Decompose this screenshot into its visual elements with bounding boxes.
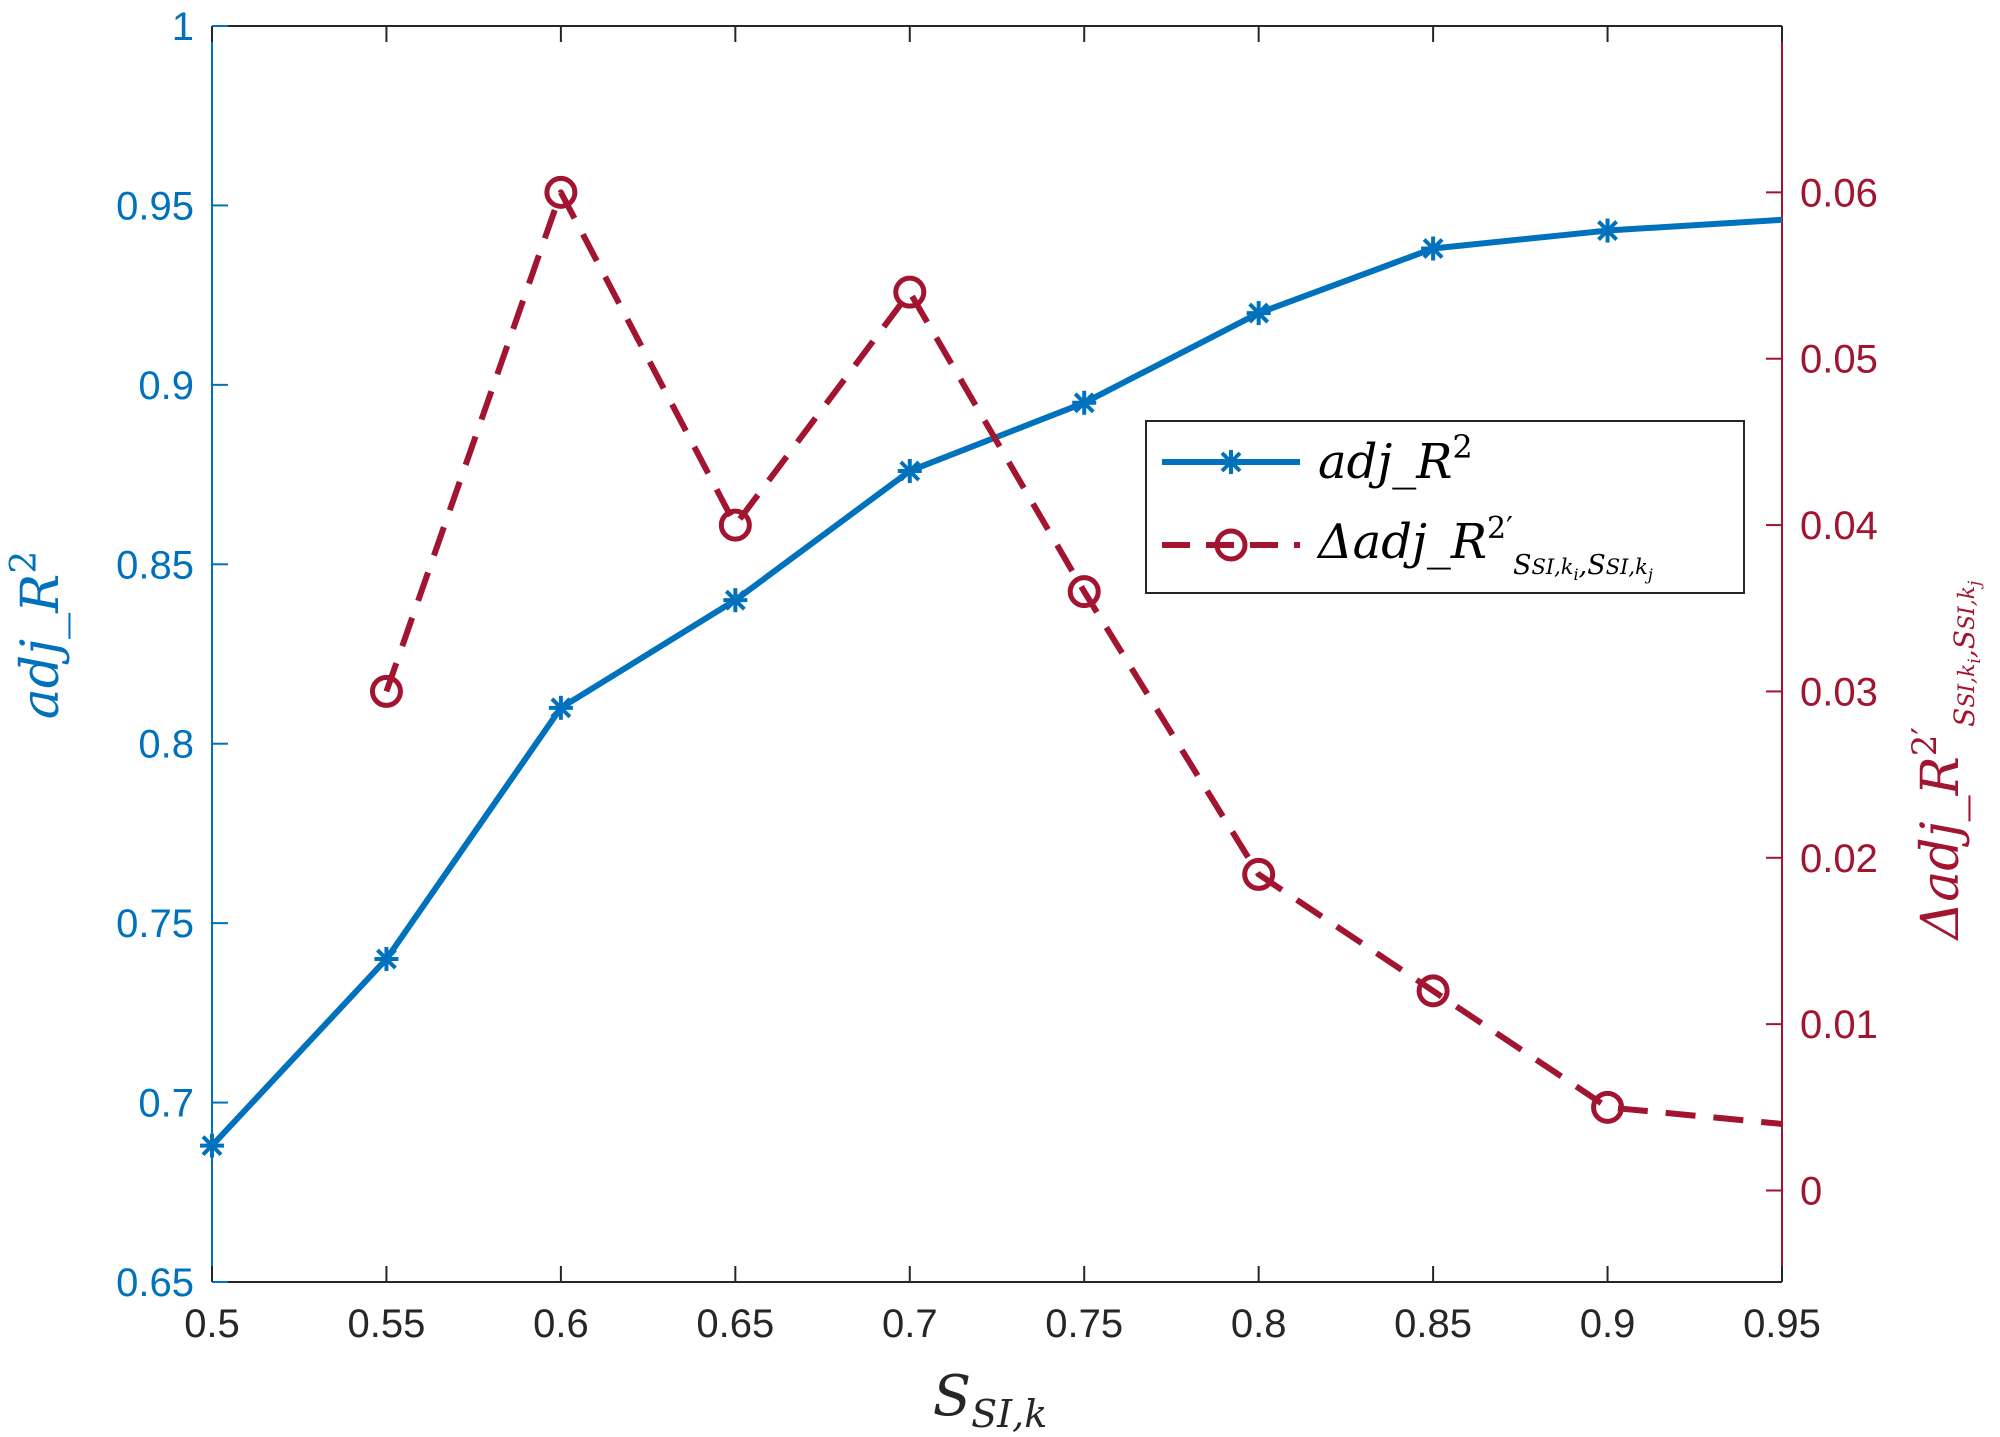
y-left-tick-label: 0.9	[138, 364, 194, 408]
legend-asterisk-marker	[1219, 450, 1243, 474]
asterisk-stroke	[1422, 238, 1444, 259]
y-left-tick-label: 0.7	[138, 1082, 194, 1126]
data-point-asterisk	[374, 947, 399, 972]
plot-background	[212, 26, 1782, 1282]
x-tick-label: 0.9	[1580, 1302, 1636, 1346]
data-point-asterisk	[1595, 218, 1620, 243]
data-point-circle	[1067, 575, 1101, 609]
y-left-tick-label: 1	[172, 5, 194, 49]
data-point-asterisk	[548, 695, 573, 720]
legend-circle-marker	[1214, 528, 1248, 562]
asterisk-stroke	[376, 948, 397, 970]
asterisk-stroke	[1597, 220, 1618, 241]
y-right-tick-label: 0.02	[1800, 837, 1878, 881]
data-point-circle	[1242, 857, 1276, 891]
y-right-tick-label: 0.05	[1800, 338, 1878, 382]
data-point-circle	[718, 508, 752, 542]
asterisk-stroke	[899, 460, 921, 482]
series-line-delta-adj-r2	[383, 189, 1783, 1127]
y-right-tick-label: 0.06	[1800, 171, 1878, 215]
data-point-circle	[369, 674, 403, 708]
y-right-tick-label: 0.04	[1800, 504, 1878, 548]
data-point-circle	[1591, 1090, 1625, 1124]
y-left-tick-label: 0.8	[138, 723, 194, 767]
data-point-circle	[893, 275, 927, 309]
legend-entry-adj-r2: adj_R2	[1162, 428, 1473, 490]
data-point-asterisk	[1246, 301, 1271, 326]
x-tick-label: 0.5	[184, 1302, 240, 1346]
tick-labels: 0.5 0.55 0.6 0.65 0.7 0.75 0.8 0.85 0.9 0.95 0.65 0…	[116, 5, 1878, 1346]
data-point-asterisk	[200, 1133, 224, 1158]
svg-text:Δadj_R2′SSI,ki,SSI,kj: Δadj_R2′SSI,ki,SSI,kj	[1905, 580, 1985, 941]
x-tick-label: 0.65	[696, 1302, 774, 1346]
y-left-tick-label: 0.65	[116, 1261, 194, 1305]
asterisk-stroke	[1073, 392, 1095, 414]
axes	[211, 25, 1783, 1283]
x-tick-label: 0.7	[882, 1302, 938, 1346]
y-right-tick-label: 0.01	[1800, 1003, 1878, 1047]
y-right-tick-label: 0.03	[1800, 670, 1878, 714]
asterisk-stroke	[550, 697, 572, 719]
x-tick-label: 0.75	[1045, 1302, 1123, 1346]
svg-text:adj_R2: adj_R2	[4, 551, 71, 719]
legend-label-delta-adj-r2: Δadj_R2′SSI,ki,SSI,kj	[1316, 511, 1653, 584]
data-point-asterisk	[897, 458, 922, 483]
x-tick-label: 0.6	[533, 1302, 589, 1346]
data-point-circle	[1416, 974, 1450, 1008]
data-point-circle	[544, 175, 578, 209]
x-tick-label: 0.8	[1231, 1302, 1287, 1346]
legend-entry-delta-adj-r2: Δadj_R2′SSI,ki,SSI,kj	[1162, 511, 1653, 584]
y-right-axis-label: Δadj_R2′SSI,ki,SSI,kj	[1905, 580, 1985, 941]
x-tick-label: 0.55	[348, 1302, 426, 1346]
y-left-tick-label: 0.95	[116, 184, 194, 228]
y-left-tick-label: 0.85	[116, 543, 194, 587]
y-right-tick-label: 0	[1800, 1170, 1822, 1214]
data-point-asterisk	[1421, 236, 1446, 261]
asterisk-stroke	[724, 589, 746, 611]
x-axis-label: SSI,k	[933, 1364, 1048, 1436]
y-left-tick-label: 0.75	[116, 902, 194, 946]
asterisk-stroke	[1248, 302, 1270, 324]
asterisk-stroke	[201, 1135, 223, 1157]
x-tick-label: 0.95	[1743, 1302, 1821, 1346]
data-point-asterisk	[723, 588, 748, 613]
x-tick-label: 0.85	[1394, 1302, 1472, 1346]
y-left-axis-label: adj_R2	[4, 551, 71, 719]
legend: adj_R2 Δadj_R2′SSI,ki,SSI,kj	[1145, 420, 1745, 594]
plot-area	[212, 26, 1782, 1282]
legend-label-adj-r2: adj_R2	[1318, 428, 1473, 490]
data-point-asterisk	[1072, 390, 1097, 415]
legend-box	[1145, 420, 1745, 594]
series-group	[200, 175, 1783, 1158]
